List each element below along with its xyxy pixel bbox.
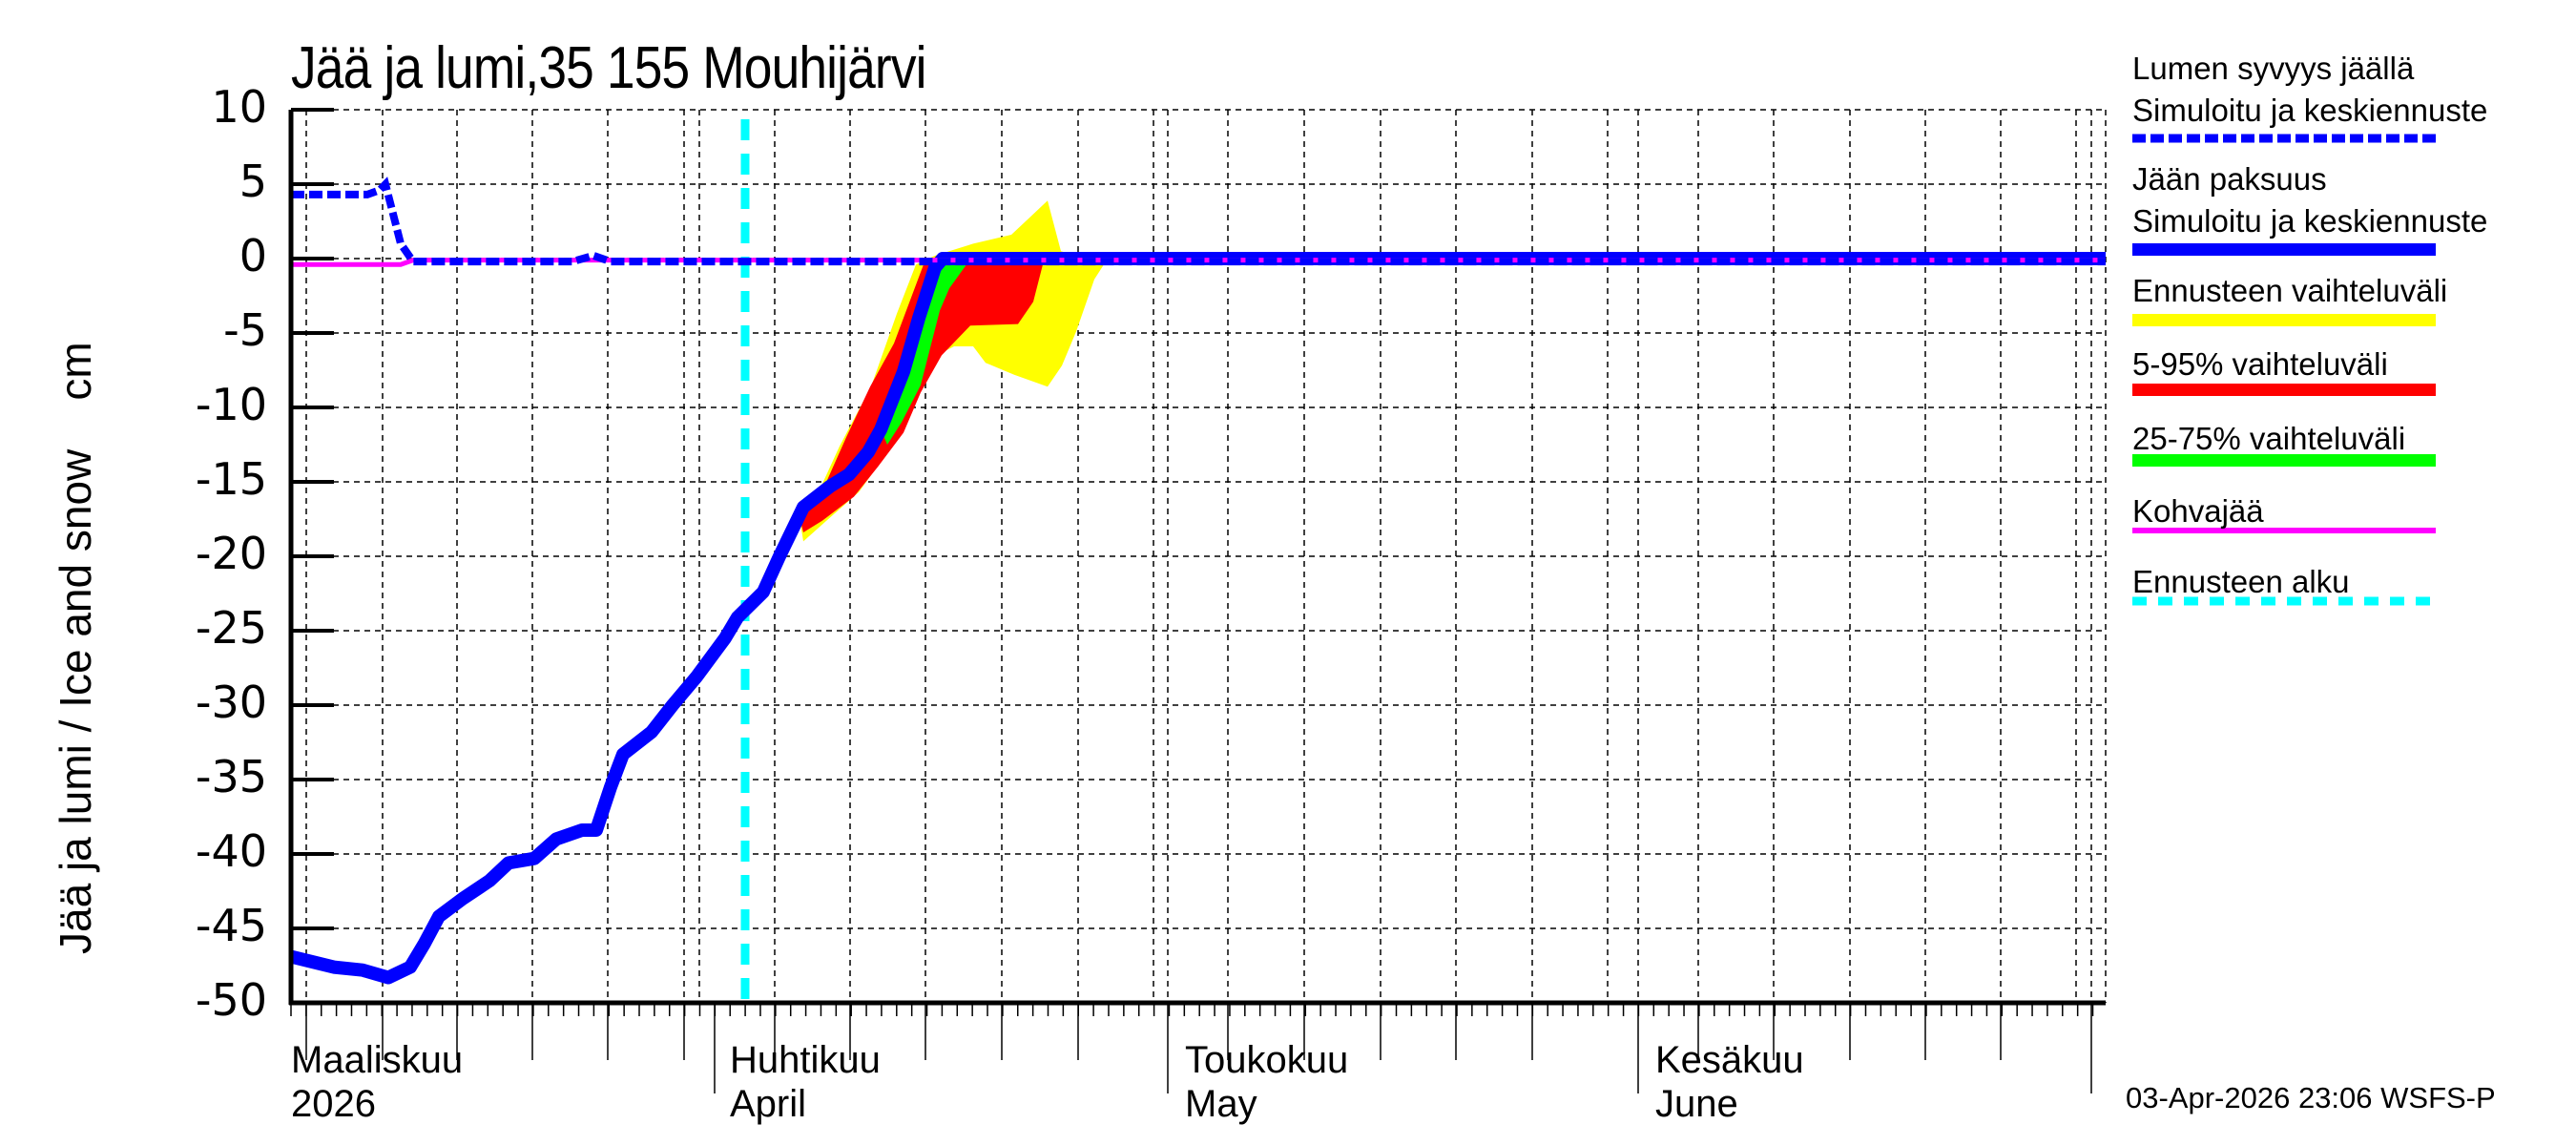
band-25-75-vaihteluv-li bbox=[878, 264, 966, 445]
x-month-march: Maaliskuu 2026 bbox=[291, 1038, 463, 1126]
legend-slush-ice: Kohvajää bbox=[2132, 493, 2264, 529]
y-axis-label: Jää ja lumi / Ice and snow cm bbox=[51, 342, 100, 954]
legend-ice-subtitle: Simuloitu ja keskiennuste bbox=[2132, 203, 2488, 239]
month-label-en: May bbox=[1185, 1083, 1257, 1125]
y-tick-label: -35 bbox=[195, 751, 267, 802]
y-tick-label: -20 bbox=[195, 528, 267, 579]
month-label-fi: Kesäkuu bbox=[1655, 1039, 1804, 1081]
legend-swatch-range bbox=[2132, 314, 2436, 326]
slush-ice-line bbox=[291, 258, 2106, 267]
y-tick-label: -40 bbox=[195, 825, 267, 877]
y-tick-label: 10 bbox=[211, 81, 267, 133]
forecast-bands bbox=[800, 200, 1104, 542]
y-tick-label: -45 bbox=[195, 900, 267, 951]
timestamp: 03-Apr-2026 23:06 WSFS-P bbox=[2126, 1081, 2496, 1114]
x-month-may: Toukokuu May bbox=[1185, 1038, 1348, 1126]
legend-5-95: 5-95% vaihteluväli bbox=[2132, 346, 2388, 382]
legend-swatch-5-95 bbox=[2132, 384, 2436, 396]
grid-lines bbox=[291, 109, 2107, 1004]
y-tick-label: 0 bbox=[239, 230, 267, 281]
axes bbox=[288, 108, 2106, 1093]
legend-swatch-ice bbox=[2132, 243, 2436, 256]
chart-title: Jää ja lumi,35 155 Mouhijärvi bbox=[291, 35, 926, 101]
legend-25-75: 25-75% vaihteluväli bbox=[2132, 421, 2406, 456]
x-month-june: Kesäkuu June bbox=[1655, 1038, 1804, 1126]
legend-snow-title: Lumen syvyys jäällä bbox=[2132, 51, 2415, 86]
legend-ice-title: Jään paksuus bbox=[2132, 161, 2327, 197]
legend-swatch-slush bbox=[2132, 528, 2436, 533]
y-tick-label: 5 bbox=[239, 156, 267, 207]
y-tick-label: -15 bbox=[195, 453, 267, 505]
legend-forecast-start: Ennusteen alku bbox=[2132, 564, 2350, 599]
x-month-april: Huhtikuu April bbox=[730, 1038, 881, 1126]
month-label-fi: Toukokuu bbox=[1185, 1039, 1349, 1081]
legend-range: Ennusteen vaihteluväli bbox=[2132, 273, 2448, 308]
y-tick-label: -50 bbox=[195, 974, 267, 1026]
month-label-fi: Huhtikuu bbox=[730, 1039, 881, 1081]
month-label-en: 2026 bbox=[291, 1083, 376, 1125]
snow-depth-line bbox=[291, 177, 2106, 266]
month-label-en: June bbox=[1655, 1083, 1738, 1125]
data-lines bbox=[289, 177, 2106, 985]
ice-thickness-line bbox=[289, 252, 2106, 985]
y-tick-label: -30 bbox=[195, 677, 267, 728]
y-tick-label: -5 bbox=[223, 304, 267, 356]
month-label-en: April bbox=[730, 1083, 807, 1125]
legend-swatches bbox=[2132, 134, 2436, 606]
month-label-fi: Maaliskuu bbox=[291, 1039, 464, 1081]
y-tick-label: -25 bbox=[195, 602, 267, 654]
legend-snow-subtitle: Simuloitu ja keskiennuste bbox=[2132, 93, 2488, 128]
y-tick-label: -10 bbox=[195, 379, 267, 430]
legend-swatch-25-75 bbox=[2132, 454, 2436, 467]
